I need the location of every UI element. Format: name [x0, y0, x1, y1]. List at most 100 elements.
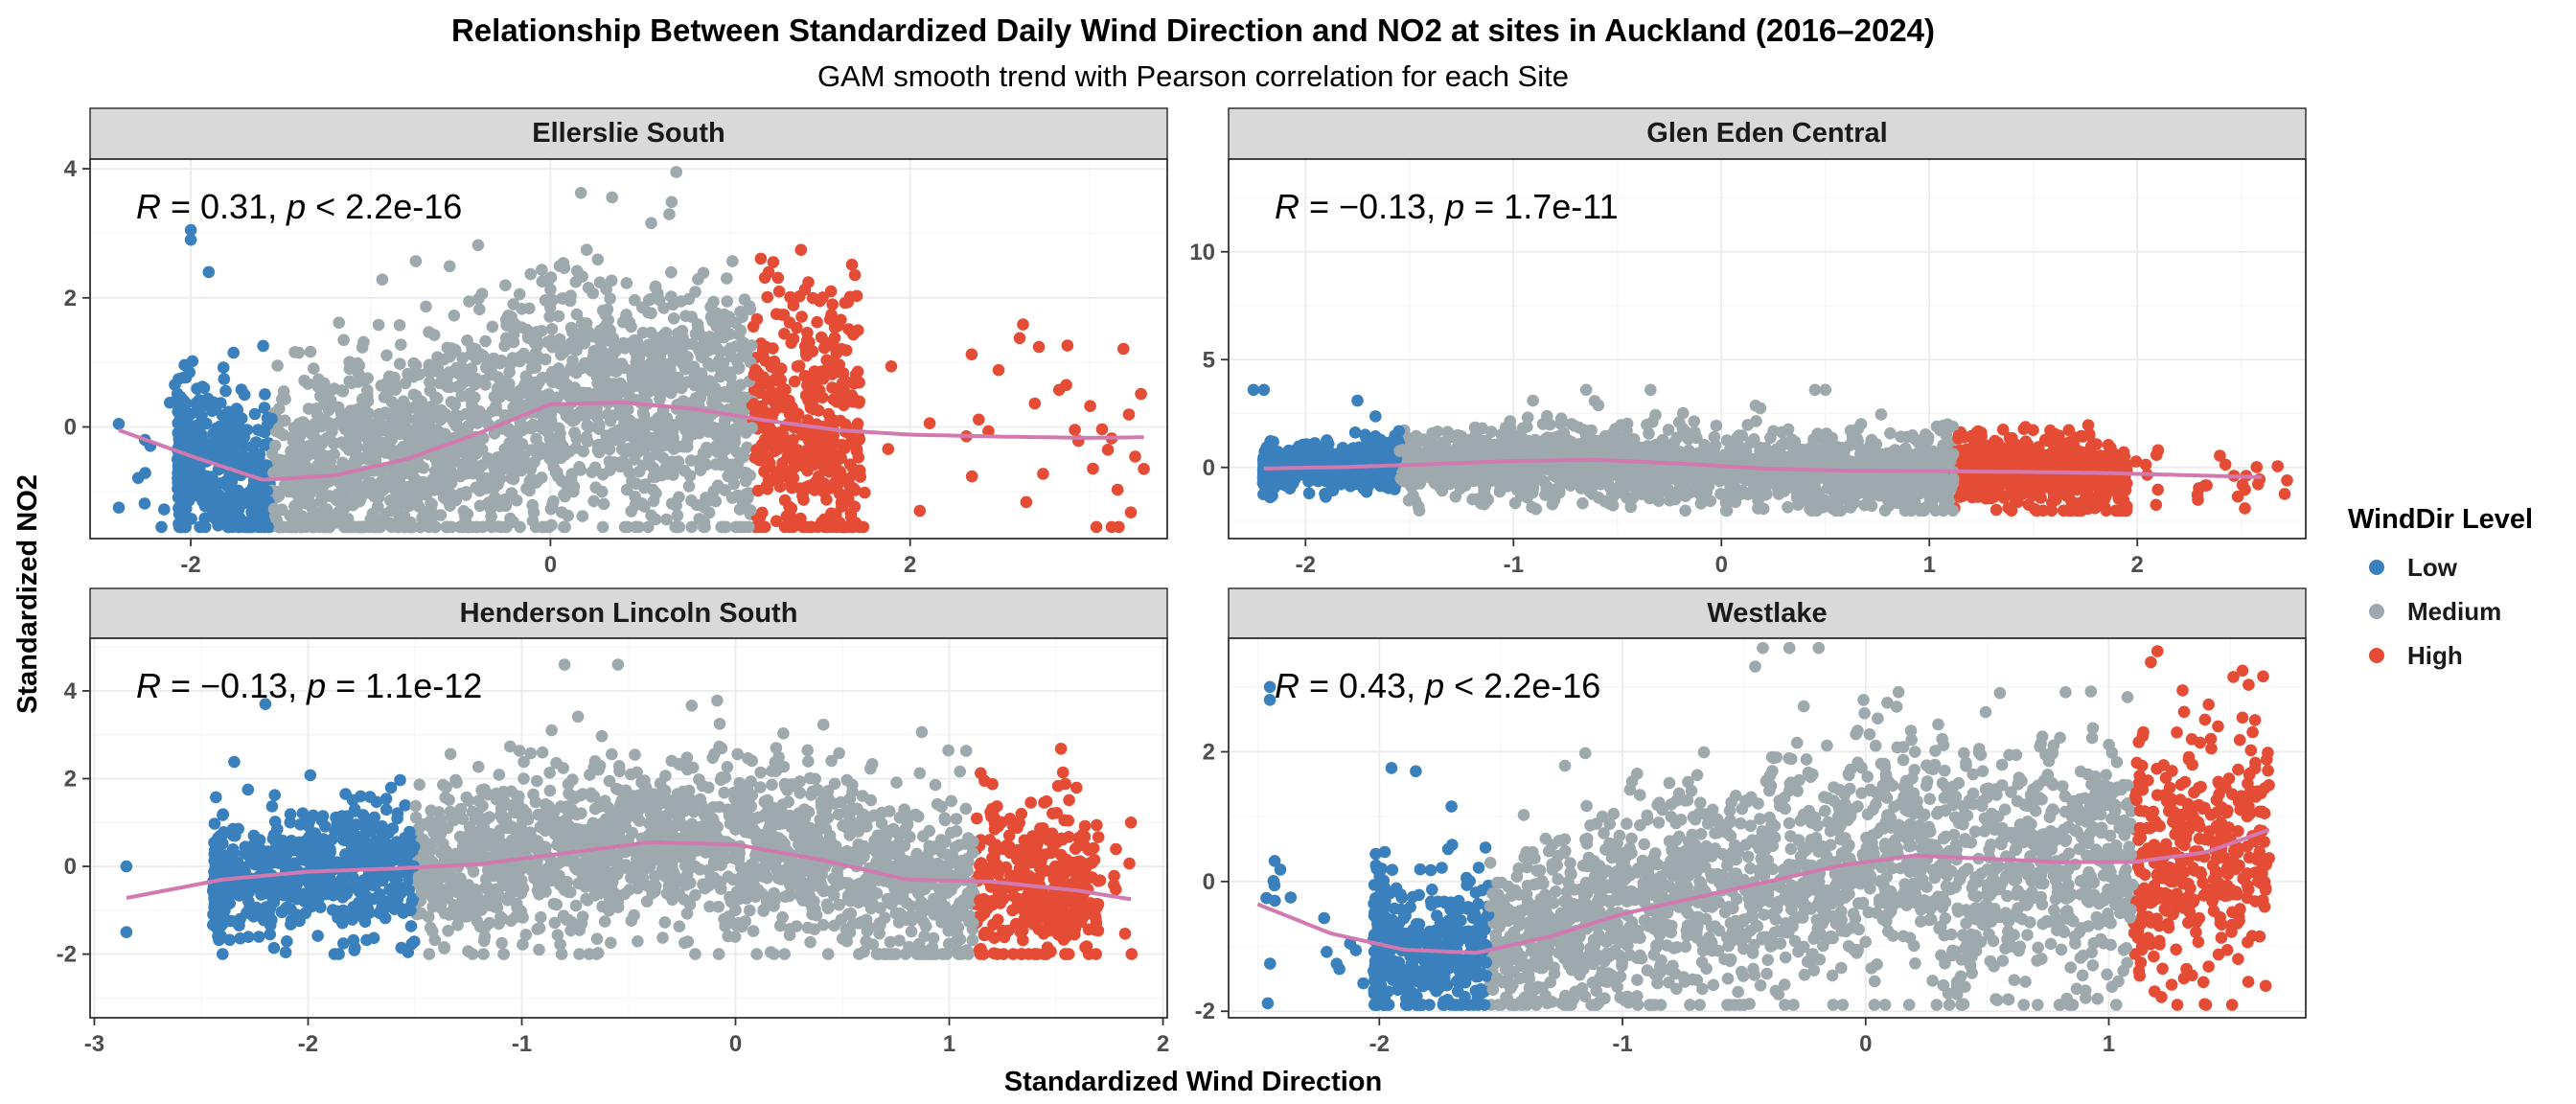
- data-point: [420, 300, 432, 313]
- data-point: [2075, 457, 2088, 471]
- data-point: [559, 520, 571, 534]
- data-point: [1028, 397, 1042, 410]
- data-point: [853, 432, 865, 446]
- data-point: [638, 420, 652, 432]
- data-point: [850, 443, 863, 456]
- data-point: [882, 443, 895, 455]
- data-point: [1643, 427, 1655, 440]
- panel-border: [89, 158, 1168, 540]
- data-point: [767, 256, 780, 268]
- data-point: [174, 390, 187, 403]
- data-point: [545, 334, 558, 347]
- data-point: [233, 520, 245, 534]
- data-point: [1908, 432, 1921, 446]
- data-point: [406, 402, 420, 414]
- data-point: [604, 414, 617, 427]
- x-tick-label: -2: [180, 552, 200, 578]
- data-point: [400, 409, 412, 422]
- data-point: [2239, 502, 2251, 515]
- data-point: [1101, 444, 1115, 456]
- data-point: [461, 334, 473, 347]
- data-point: [222, 520, 236, 534]
- data-point: [1776, 426, 1788, 439]
- data-point: [604, 382, 616, 395]
- data-point: [455, 458, 468, 472]
- data-point: [647, 494, 660, 508]
- data-point: [1592, 399, 1605, 412]
- data-point: [288, 421, 301, 434]
- data-point: [332, 506, 345, 518]
- data-point: [775, 362, 788, 376]
- data-point: [1510, 429, 1524, 443]
- data-point: [665, 265, 678, 279]
- data-point: [787, 433, 799, 447]
- data-point: [268, 439, 282, 452]
- data-point: [547, 494, 560, 508]
- data-point: [545, 323, 559, 335]
- data-point: [184, 233, 197, 246]
- data-point: [284, 509, 296, 522]
- data-point: [653, 293, 666, 307]
- data-point: [202, 265, 216, 279]
- data-point: [542, 388, 555, 401]
- data-point: [354, 430, 367, 443]
- data-point: [845, 258, 859, 271]
- data-point: [376, 273, 389, 287]
- data-point: [629, 293, 641, 307]
- data-point: [711, 479, 724, 492]
- data-point: [355, 417, 368, 429]
- data-point: [1990, 503, 2003, 517]
- data-point: [361, 448, 375, 462]
- data-point: [595, 390, 608, 402]
- data-point: [687, 375, 700, 387]
- data-point: [815, 434, 827, 447]
- data-point: [507, 298, 520, 310]
- data-point: [185, 513, 197, 525]
- data-point: [807, 380, 819, 393]
- data-point: [212, 519, 224, 532]
- data-point: [403, 487, 416, 500]
- data-point: [299, 420, 311, 433]
- data-point: [748, 368, 761, 381]
- data-point: [1060, 379, 1072, 392]
- data-point: [1521, 411, 1534, 425]
- data-point: [788, 375, 801, 388]
- data-point: [841, 296, 855, 309]
- data-point: [783, 500, 795, 514]
- data-point: [485, 480, 497, 493]
- data-point: [747, 320, 760, 334]
- data-point: [411, 440, 425, 453]
- data-point: [514, 520, 526, 534]
- data-point: [539, 408, 552, 422]
- data-point: [351, 441, 364, 454]
- data-point: [698, 331, 710, 344]
- data-point: [770, 374, 784, 387]
- data-point: [257, 339, 269, 353]
- data-point: [711, 446, 724, 458]
- data-point: [832, 475, 845, 489]
- data-point: [355, 520, 368, 534]
- data-point: [355, 487, 368, 499]
- data-point: [463, 520, 475, 534]
- data-point: [1105, 520, 1118, 534]
- data-point: [965, 470, 978, 483]
- data-point: [409, 255, 423, 267]
- data-point: [754, 337, 768, 350]
- data-point: [486, 320, 499, 334]
- annot-r-value: = 0.31,: [161, 187, 287, 226]
- data-point: [923, 417, 936, 430]
- data-point: [648, 434, 661, 448]
- data-point: [746, 422, 758, 434]
- data-point: [1615, 433, 1628, 446]
- data-point: [729, 316, 742, 330]
- data-point: [817, 477, 831, 490]
- data-point: [488, 453, 501, 467]
- data-point: [839, 442, 851, 454]
- data-point: [834, 465, 847, 478]
- data-point: [767, 429, 780, 442]
- data-point: [670, 520, 683, 534]
- data-point: [847, 463, 860, 476]
- data-point: [645, 217, 657, 230]
